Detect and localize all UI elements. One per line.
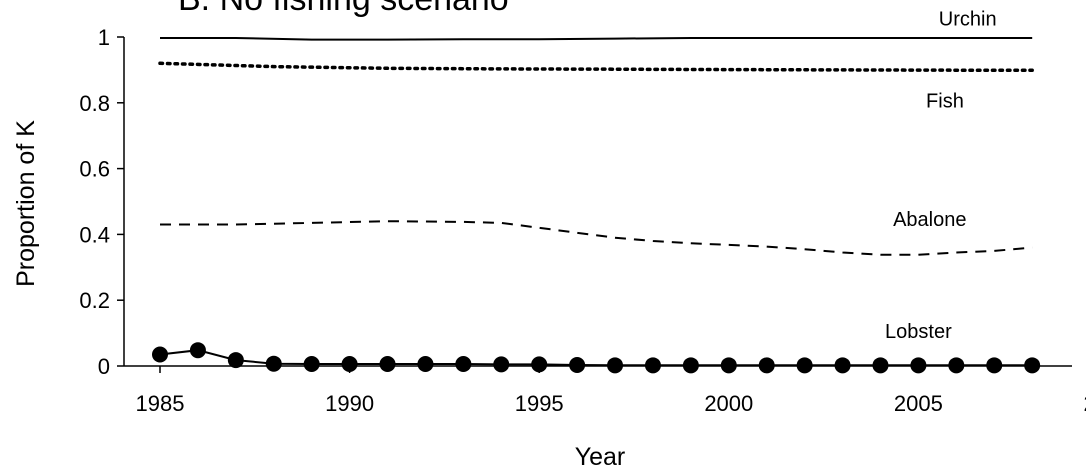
data-point-lobster [796, 357, 813, 374]
data-point-lobster [341, 356, 358, 373]
labels-layer: Urchin Fish Abalone Lobster [885, 8, 997, 343]
x-tick-label: 2000 [704, 391, 753, 416]
x-axis-title: Year [575, 443, 626, 471]
data-point-lobster [834, 357, 851, 374]
series-label-fish: Fish [926, 91, 964, 113]
y-tick-label: 0.6 [79, 157, 110, 182]
series-layer [152, 37, 1041, 374]
data-point-lobster [872, 357, 889, 374]
data-point-lobster [720, 357, 737, 374]
axes: 0 0.2 0.4 0.6 0.8 1 1985 1990 1995 2000 2005 2010 Ye… [12, 25, 1086, 471]
y-axis-title: Proportion of K [12, 120, 40, 287]
series-line-fish [158, 61, 1034, 72]
data-point-lobster [607, 357, 624, 374]
series-label-lobster: Lobster [885, 321, 952, 343]
x-tick-label: 2010 [1084, 391, 1086, 416]
y-tick-label: 1 [98, 25, 110, 50]
series-label-urchin: Urchin [939, 8, 997, 30]
data-point-lobster [569, 357, 586, 374]
data-point-lobster [644, 357, 661, 374]
data-point-lobster [531, 356, 548, 373]
x-tick-label: 1995 [515, 391, 564, 416]
data-point-lobster [152, 346, 168, 363]
y-tick-label: 0.4 [79, 222, 110, 247]
x-tick-label: 1985 [136, 391, 185, 416]
data-point-lobster [189, 342, 206, 359]
data-point-lobster [227, 352, 244, 369]
y-tick-label: 0.2 [79, 288, 110, 313]
data-point-lobster [379, 356, 396, 373]
data-point-lobster [417, 356, 434, 373]
data-point-lobster [682, 357, 699, 374]
data-point-lobster [1024, 357, 1041, 374]
x-tick-label: 1990 [325, 391, 374, 416]
data-point-lobster [303, 356, 320, 373]
data-point-lobster [265, 355, 282, 372]
series-line-lobster [159, 349, 1033, 367]
chart-title: B. No fishing scenario [178, 0, 509, 16]
data-point-lobster [986, 357, 1003, 374]
data-point-lobster [948, 357, 965, 374]
series-line-urchin [160, 37, 1033, 41]
y-tick-label: 0.8 [79, 91, 110, 116]
data-point-lobster [758, 357, 775, 374]
y-tick-label: 0 [98, 354, 110, 379]
series-line-abalone [160, 220, 1033, 256]
data-point-lobster [493, 356, 510, 373]
series-label-abalone: Abalone [893, 209, 966, 231]
data-point-lobster [455, 356, 472, 373]
data-point-lobster [910, 357, 927, 374]
x-tick-label: 2005 [894, 391, 943, 416]
